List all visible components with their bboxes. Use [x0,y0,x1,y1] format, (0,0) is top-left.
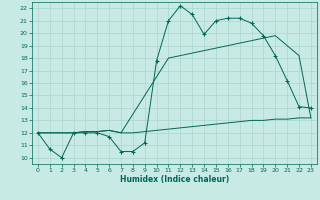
X-axis label: Humidex (Indice chaleur): Humidex (Indice chaleur) [120,175,229,184]
